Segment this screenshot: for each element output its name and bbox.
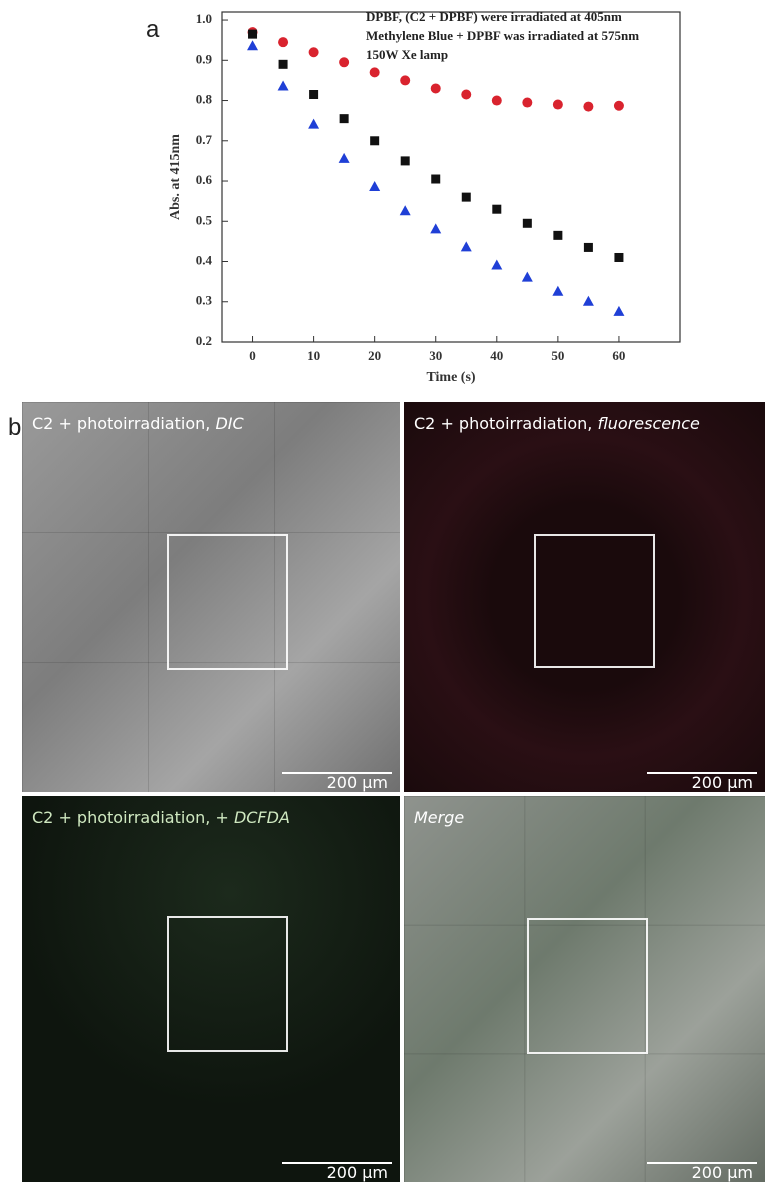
data-point: [430, 223, 442, 234]
micrograph: C2 + photoirradiation, fluorescence 200 µ…: [404, 402, 765, 792]
x-tick-label: 40: [490, 348, 503, 363]
data-point: [308, 47, 319, 58]
data-point: [400, 156, 410, 166]
data-point: [552, 285, 564, 296]
scale-bar-label: 200 µm: [326, 1163, 388, 1182]
y-tick-label: 0.3: [196, 293, 213, 308]
caption-text: C2 + photoirradiation,: [32, 414, 211, 433]
data-point: [521, 271, 533, 282]
data-point: [522, 97, 533, 108]
data-point: [308, 118, 320, 129]
caption-text: C2 + photoirradiation,: [414, 414, 593, 433]
region-box: [167, 916, 288, 1052]
panel-caption: C2 + photoirradiation, + DCFDA: [32, 808, 290, 827]
annotation: 150W Xe lamp: [366, 47, 448, 62]
data-point: [278, 37, 289, 48]
data-point: [491, 95, 502, 106]
data-point: [553, 230, 563, 240]
data-point: [339, 57, 350, 68]
micrograph: C2 + photoirradiation, + DCFDA 200 µm: [22, 796, 400, 1182]
data-point: [583, 242, 593, 252]
micrograph: C2 + photoirradiation, DIC 200 µm: [22, 402, 400, 792]
y-axis-label: Abs. at 415nm: [168, 134, 183, 220]
data-point: [309, 90, 319, 99]
panel-caption: Merge: [414, 808, 464, 827]
scale-bar: [282, 772, 392, 774]
y-tick-label: 0.7: [196, 132, 213, 147]
y-tick-label: 0.8: [196, 92, 213, 107]
scale-bar: [647, 1162, 757, 1164]
scale-bar-label: 200 µm: [326, 773, 388, 792]
data-point: [339, 114, 349, 124]
scale-bar: [647, 772, 757, 774]
data-point: [400, 75, 411, 86]
region-box: [167, 534, 288, 670]
caption-italic: fluorescence: [597, 414, 700, 433]
panel-label: a: [146, 16, 160, 43]
data-point: [278, 59, 288, 69]
tile-grid: [22, 402, 400, 792]
data-point: [492, 204, 502, 214]
caption-italic: DIC: [215, 414, 244, 433]
panel-caption: C2 + photoirradiation, fluorescence: [414, 414, 700, 433]
x-tick-label: 10: [307, 348, 320, 363]
micrograph: Merge 200 µm: [404, 796, 765, 1182]
region-box: [527, 918, 648, 1054]
y-tick-label: 0.2: [196, 333, 212, 348]
y-tick-label: 0.9: [196, 51, 213, 66]
region-box: [534, 534, 655, 668]
data-point: [583, 101, 594, 112]
x-tick-label: 50: [551, 348, 564, 363]
caption-text: C2 + photoirradiation, +: [32, 808, 229, 827]
data-point: [552, 99, 563, 110]
data-point: [582, 295, 594, 306]
x-tick-label: 20: [368, 348, 381, 363]
data-point: [613, 305, 625, 316]
data-point: [613, 100, 624, 111]
scale-bar-label: 200 µm: [691, 773, 753, 792]
data-point: [369, 181, 381, 192]
data-point: [614, 252, 624, 262]
data-point: [369, 67, 380, 78]
data-point: [430, 83, 441, 94]
data-point: [461, 192, 471, 202]
data-point: [491, 259, 503, 270]
y-tick-label: 0.4: [196, 252, 213, 267]
data-point: [399, 205, 411, 216]
y-tick-label: 0.6: [196, 172, 213, 187]
annotation: Methylene Blue + DPBF was irradiated at …: [366, 28, 639, 43]
caption-italic: DCFDA: [233, 808, 290, 827]
y-tick-label: 0.5: [196, 212, 213, 227]
panel-label: b: [8, 414, 22, 441]
data-point: [338, 152, 350, 163]
data-point: [277, 80, 289, 91]
y-tick-label: 1.0: [196, 11, 212, 26]
scale-bar: [282, 1162, 392, 1164]
scale-bar-label: 200 µm: [691, 1163, 753, 1182]
data-point: [247, 40, 259, 51]
data-point: [431, 174, 441, 184]
data-point: [460, 241, 472, 252]
panel-caption: C2 + photoirradiation, DIC: [32, 414, 244, 433]
tile-grid: [404, 796, 765, 1182]
plot-frame: [221, 11, 681, 343]
data-point: [522, 218, 532, 228]
x-tick-label: 30: [429, 348, 442, 363]
caption-italic: Merge: [414, 808, 465, 827]
x-axis-label: Time (s): [426, 370, 475, 385]
x-tick-label: 0: [249, 348, 256, 363]
chart: 0.2 0.3 0.4 0.5 0.6 0.7 0.8 0.9 1.0 0 10 20 30 40 50 60…: [168, 9, 681, 385]
data-point: [461, 89, 472, 100]
data-point: [370, 136, 380, 146]
x-tick-label: 60: [612, 348, 625, 363]
data-point: [248, 29, 258, 39]
annotation: DPBF, (C2 + DPBF) were irradiated at 405…: [366, 9, 622, 24]
